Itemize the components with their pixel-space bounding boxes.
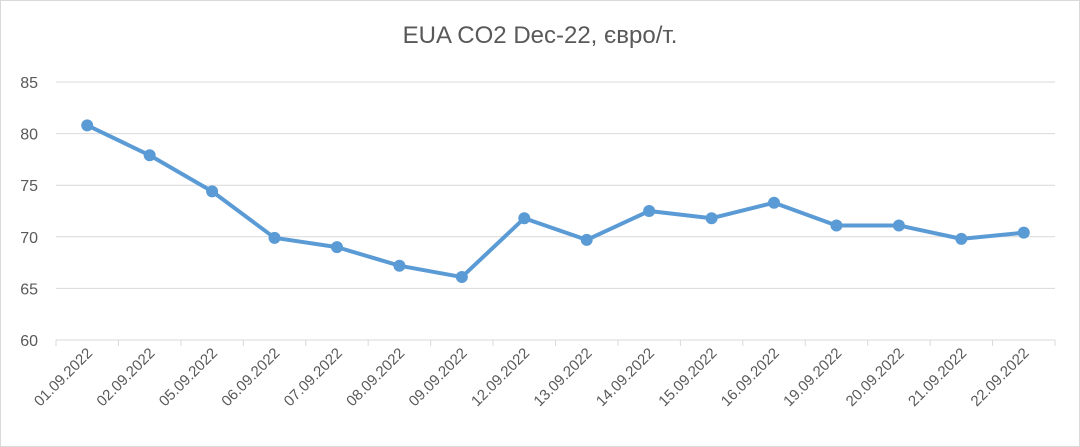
x-tick-label: 16.09.2022 bbox=[718, 345, 783, 410]
y-tick-label: 70 bbox=[20, 230, 38, 247]
y-tick-label: 65 bbox=[20, 281, 38, 298]
data-point bbox=[455, 271, 468, 284]
x-tick-label: 13.09.2022 bbox=[530, 345, 595, 410]
data-point bbox=[892, 219, 905, 232]
series-group bbox=[81, 119, 1030, 284]
x-axis bbox=[55, 339, 1056, 346]
x-tick-label: 01.09.2022 bbox=[31, 345, 96, 410]
data-point bbox=[393, 259, 406, 272]
x-tick-label: 20.09.2022 bbox=[843, 345, 908, 410]
data-point bbox=[768, 196, 781, 209]
x-tick-label: 08.09.2022 bbox=[343, 345, 408, 410]
gridlines bbox=[56, 81, 1055, 289]
x-tick-label: 02.09.2022 bbox=[93, 345, 158, 410]
data-point bbox=[330, 241, 343, 254]
y-tick-label: 60 bbox=[20, 333, 38, 350]
y-axis-ticks: 60 65 70 75 80 85 bbox=[20, 75, 38, 350]
x-tick-label: 05.09.2022 bbox=[156, 345, 221, 410]
x-tick-label: 06.09.2022 bbox=[218, 345, 283, 410]
x-tick-label: 12.09.2022 bbox=[468, 345, 533, 410]
data-point bbox=[643, 205, 656, 217]
data-point bbox=[955, 232, 968, 245]
data-point bbox=[705, 212, 718, 225]
y-tick-label: 75 bbox=[20, 178, 38, 195]
x-tick-label: 22.09.2022 bbox=[968, 345, 1033, 410]
x-tick-label: 21.09.2022 bbox=[905, 345, 970, 410]
y-tick-label: 85 bbox=[20, 75, 38, 92]
y-tick-label: 80 bbox=[20, 127, 38, 144]
data-point bbox=[580, 233, 593, 246]
x-tick-label: 09.09.2022 bbox=[406, 345, 471, 410]
series-line bbox=[85, 123, 1026, 280]
x-tick-label: 07.09.2022 bbox=[281, 345, 346, 410]
x-tick-label: 19.09.2022 bbox=[780, 345, 845, 410]
data-point bbox=[81, 119, 94, 132]
data-point bbox=[206, 185, 219, 198]
data-point bbox=[268, 231, 281, 244]
x-axis-ticks: 01.09.202202.09.202205.09.202206.09.2022… bbox=[31, 345, 1033, 410]
data-point bbox=[143, 149, 156, 162]
x-tick-label: 14.09.2022 bbox=[593, 345, 658, 410]
data-point bbox=[830, 219, 843, 232]
data-point bbox=[1017, 226, 1030, 239]
chart-title: EUA CO2 Dec-22, євро/т. bbox=[402, 22, 678, 49]
data-point bbox=[518, 212, 531, 225]
x-tick-label: 15.09.2022 bbox=[655, 345, 720, 410]
